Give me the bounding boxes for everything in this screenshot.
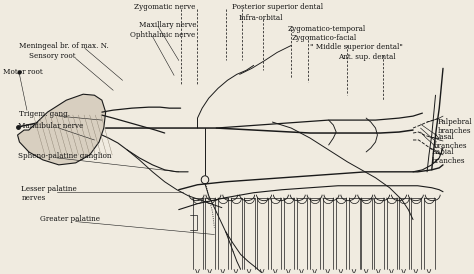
Text: " Middle superior dental": " Middle superior dental" [310,44,403,52]
Text: Palpebral
branches: Palpebral branches [438,118,472,135]
Text: Posterior superior dental: Posterior superior dental [232,3,323,11]
Text: Greater palatine: Greater palatine [40,215,100,222]
Text: Ant. sup. dental: Ant. sup. dental [338,53,396,61]
Text: Motor root: Motor root [2,68,42,76]
Text: Infra-orbital: Infra-orbital [239,14,283,22]
Text: Zygomatic nerve: Zygomatic nerve [134,3,195,11]
Text: Maxillary nerve: Maxillary nerve [139,21,197,28]
Text: Mandibular nerve: Mandibular nerve [18,122,83,130]
Text: Meningeal br. of max. N.: Meningeal br. of max. N. [19,42,109,50]
Text: Lesser palatine
nerves: Lesser palatine nerves [21,185,77,202]
Text: Zygomatico-temporal: Zygomatico-temporal [287,25,366,33]
Text: Ophthalmic nerve: Ophthalmic nerve [130,30,195,39]
Text: Trigem. gang.: Trigem. gang. [19,110,71,118]
Text: Labial
branches: Labial branches [432,148,465,165]
Polygon shape [18,94,106,165]
Text: Sensory root: Sensory root [29,52,75,61]
Text: Spheno-palatine ganglion: Spheno-palatine ganglion [18,152,111,160]
Text: Zygomatico-facial: Zygomatico-facial [291,33,356,42]
Text: Nasal
branches: Nasal branches [434,133,467,150]
